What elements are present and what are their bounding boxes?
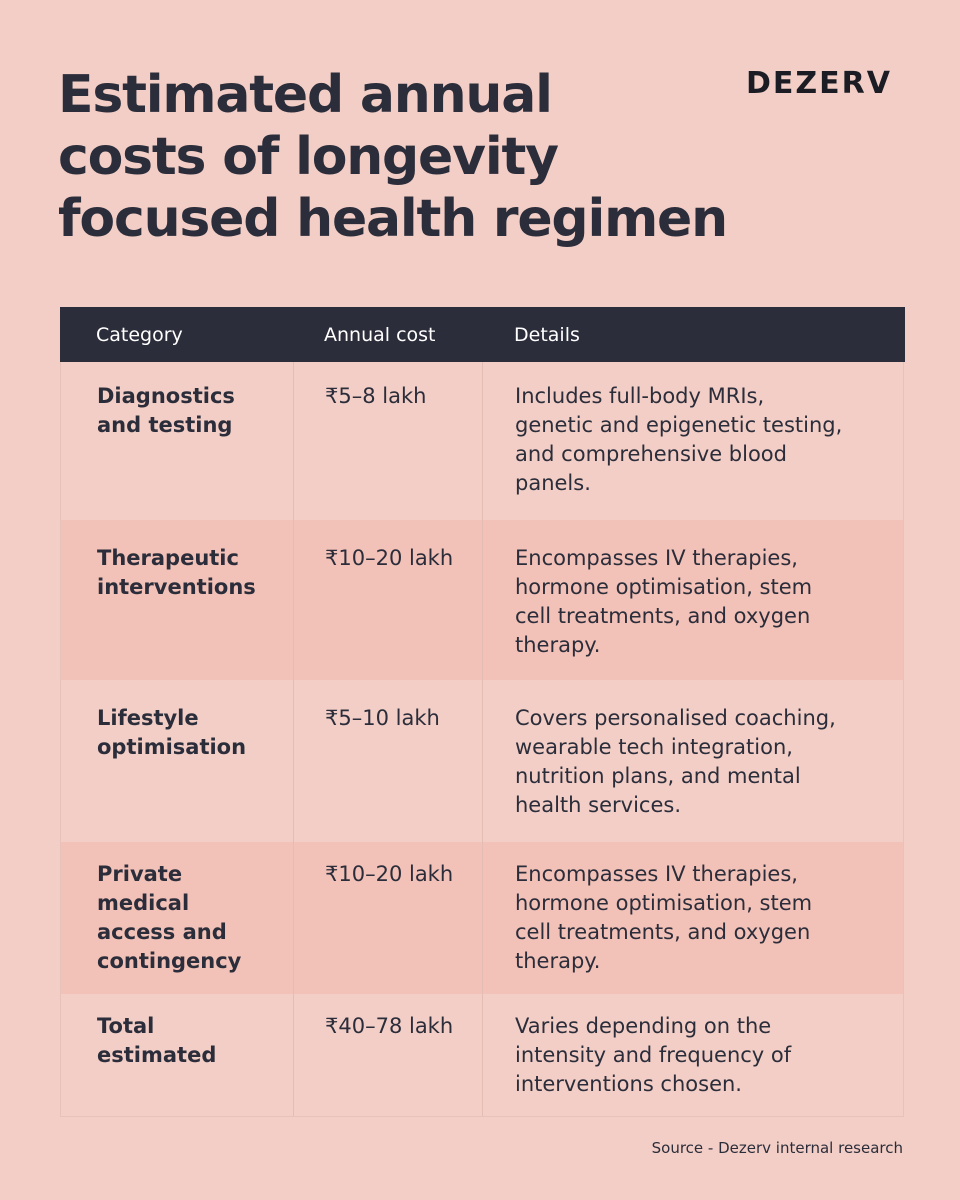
row-annual-cost: ₹5–8 lakh xyxy=(325,384,427,408)
text-line: estimated xyxy=(97,1043,217,1067)
table-row: Total estimated ₹40–78 lakh Varies depen… xyxy=(61,994,903,1116)
header-annual-cost: Annual cost xyxy=(324,324,436,346)
header-category: Category xyxy=(96,324,183,346)
table-row: Private medical access and contingency ₹… xyxy=(61,842,903,994)
title-line: costs of longevity xyxy=(58,127,559,187)
text-line: access and xyxy=(97,920,227,944)
table-row: Lifestyle optimisation ₹5–10 lakh Covers… xyxy=(61,680,903,842)
text-line: cell treatments, and oxygen xyxy=(515,604,811,628)
text-line: panels. xyxy=(515,471,591,495)
title-line: Estimated annual xyxy=(58,65,553,125)
text-line: hormone optimisation, stem xyxy=(515,575,813,599)
text-line: Private xyxy=(97,862,183,886)
column-divider xyxy=(293,362,294,1116)
text-line: Therapeutic xyxy=(97,546,239,570)
text-line: Lifestyle xyxy=(97,706,199,730)
table-header: Category Annual cost Details xyxy=(60,307,905,362)
text-line: Encompasses IV therapies, xyxy=(515,546,798,570)
row-details: Varies depending on the intensity and fr… xyxy=(515,1012,885,1099)
text-line: health services. xyxy=(515,793,681,817)
row-details: Covers personalised coaching, wearable t… xyxy=(515,704,885,820)
header-details: Details xyxy=(514,324,580,346)
row-category: Diagnostics and testing xyxy=(97,382,297,440)
row-annual-cost: ₹40–78 lakh xyxy=(325,1014,454,1038)
text-line: hormone optimisation, stem xyxy=(515,891,813,915)
text-line: Diagnostics xyxy=(97,384,235,408)
row-details: Includes full-body MRIs, genetic and epi… xyxy=(515,382,885,498)
row-annual-cost: ₹5–10 lakh xyxy=(325,706,440,730)
text-line: therapy. xyxy=(515,633,601,657)
row-annual-cost: ₹10–20 lakh xyxy=(325,546,454,570)
source-note: Source - Dezerv internal research xyxy=(651,1139,903,1157)
text-line: genetic and epigenetic testing, xyxy=(515,413,843,437)
text-line: therapy. xyxy=(515,949,601,973)
text-line: Encompasses IV therapies, xyxy=(515,862,798,886)
text-line: wearable tech integration, xyxy=(515,735,793,759)
row-category: Lifestyle optimisation xyxy=(97,704,297,762)
row-details: Encompasses IV therapies, hormone optimi… xyxy=(515,544,885,660)
row-category: Therapeutic interventions xyxy=(97,544,297,602)
table-row: Diagnostics and testing ₹5–8 lakh Includ… xyxy=(61,362,903,520)
text-line: Total xyxy=(97,1014,155,1038)
text-line: and testing xyxy=(97,413,233,437)
text-line: Includes full-body MRIs, xyxy=(515,384,765,408)
text-line: intensity and frequency of xyxy=(515,1043,792,1067)
row-category: Total estimated xyxy=(97,1012,297,1070)
text-line: optimisation xyxy=(97,735,247,759)
text-line: Covers personalised coaching, xyxy=(515,706,836,730)
text-line: cell treatments, and oxygen xyxy=(515,920,811,944)
brand-logo: DEZERV xyxy=(746,66,892,101)
text-line: and comprehensive blood xyxy=(515,442,787,466)
text-line: medical xyxy=(97,891,190,915)
cost-table: Category Annual cost Details Diagnostics… xyxy=(60,307,905,1117)
text-line: interventions xyxy=(97,575,256,599)
text-line: contingency xyxy=(97,949,242,973)
row-details: Encompasses IV therapies, hormone optimi… xyxy=(515,860,885,976)
page-title: Estimated annual costs of longevity focu… xyxy=(58,64,758,250)
row-category: Private medical access and contingency xyxy=(97,860,297,976)
text-line: nutrition plans, and mental xyxy=(515,764,801,788)
column-divider xyxy=(482,362,483,1116)
text-line: Varies depending on the xyxy=(515,1014,772,1038)
title-line: focused health regimen xyxy=(58,189,728,249)
text-line: interventions chosen. xyxy=(515,1072,742,1096)
row-annual-cost: ₹10–20 lakh xyxy=(325,862,454,886)
